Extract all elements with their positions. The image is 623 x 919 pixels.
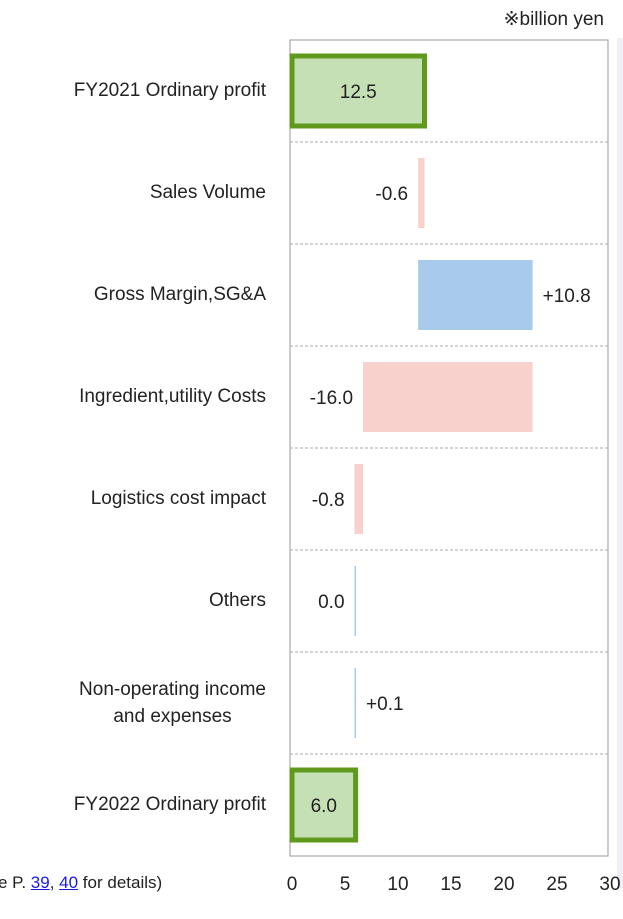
unit-label: ※billion yen [504,9,604,30]
bar [354,464,364,534]
category-text: Gross Margin,SG&A [93,284,266,306]
value-label: -16.0 [310,388,353,409]
category-text: Non-operating income and expenses [79,678,266,727]
category-label: FY2022 Ordinary profit [0,754,266,857]
side-strip [617,38,623,888]
category-label: Others [0,550,266,653]
category-label: Gross Margin,SG&A [0,244,266,347]
x-tick-label: 10 [387,874,408,895]
category-text: FY2022 Ordinary profit [73,794,266,816]
bar [418,260,533,330]
x-tick-label: 25 [546,874,567,895]
x-tick-label: 15 [440,874,461,895]
x-tick-label: 5 [340,874,351,895]
note: e P. 39, 40 for details) [0,873,162,893]
category-text: Others [208,590,266,612]
value-label: -0.6 [375,184,408,205]
value-label: 0.0 [318,592,344,613]
category-label: Ingredient,utility Costs [0,346,266,449]
bar [289,53,427,129]
x-tick-label: 20 [493,874,514,895]
page-link[interactable]: 39 [30,873,50,892]
value-label: +0.1 [366,694,404,715]
category-text: FY2021 Ordinary profit [73,80,266,102]
bar [418,158,425,228]
bar [363,362,533,432]
x-tick-label: 30 [599,874,620,895]
category-text: Logistics cost impact [90,488,266,510]
category-label: Logistics cost impact [0,448,266,551]
value-label: +10.8 [543,286,591,307]
note-text: e P. [0,873,31,892]
value-label: 12.5 [340,82,377,103]
bar [354,668,357,738]
note-text: , [49,873,60,892]
bar [354,566,357,636]
category-label: Sales Volume [0,142,266,245]
value-label: -0.8 [312,490,345,511]
category-text: Sales Volume [149,182,266,204]
category-label: Non-operating income and expenses [0,652,266,755]
category-text: Ingredient,utility Costs [79,386,266,408]
category-label: FY2021 Ordinary profit [0,40,266,143]
x-tick-label: 0 [287,874,298,895]
value-label: 6.0 [311,796,337,817]
page-link[interactable]: 40 [59,873,79,892]
bar [289,767,359,843]
note-text: for details) [78,873,163,892]
